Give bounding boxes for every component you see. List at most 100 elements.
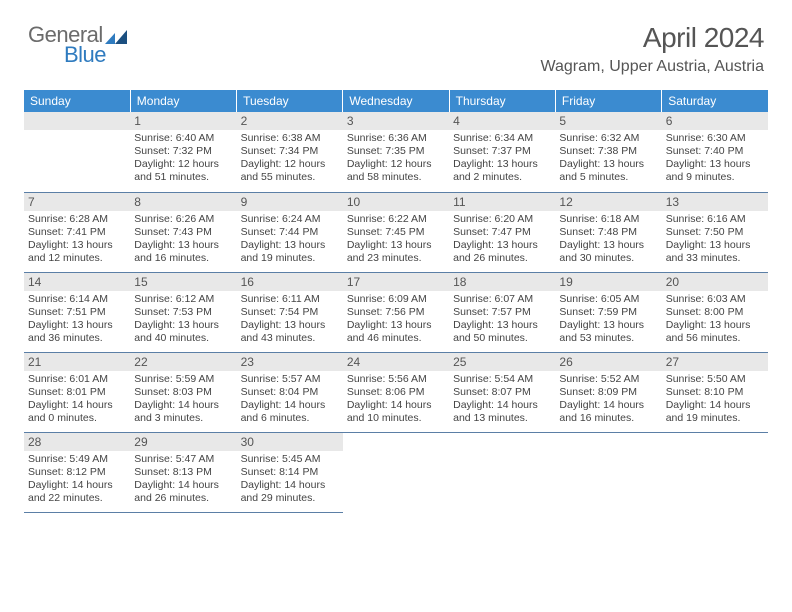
calendar-cell xyxy=(662,432,768,512)
day-number: 14 xyxy=(24,273,130,291)
daylight-text-2: and 26 minutes. xyxy=(453,252,551,265)
daylight-text-2: and 23 minutes. xyxy=(347,252,445,265)
calendar-cell: 24Sunrise: 5:56 AMSunset: 8:06 PMDayligh… xyxy=(343,352,449,432)
calendar-cell: 21Sunrise: 6:01 AMSunset: 8:01 PMDayligh… xyxy=(24,352,130,432)
daylight-text-2: and 12 minutes. xyxy=(28,252,126,265)
sunrise-text: Sunrise: 6:36 AM xyxy=(347,132,445,145)
day-number: 16 xyxy=(237,273,343,291)
sunset-text: Sunset: 8:10 PM xyxy=(666,386,764,399)
daylight-text: Daylight: 14 hours xyxy=(241,399,339,412)
calendar-cell: 1Sunrise: 6:40 AMSunset: 7:32 PMDaylight… xyxy=(130,112,236,192)
daylight-text: Daylight: 14 hours xyxy=(241,479,339,492)
logo-mark-icon xyxy=(105,30,127,49)
day-number: 20 xyxy=(662,273,768,291)
calendar-cell: 14Sunrise: 6:14 AMSunset: 7:51 PMDayligh… xyxy=(24,272,130,352)
daylight-text: Daylight: 13 hours xyxy=(347,319,445,332)
daylight-text: Daylight: 13 hours xyxy=(241,239,339,252)
daylight-text: Daylight: 14 hours xyxy=(134,479,232,492)
daylight-text: Daylight: 14 hours xyxy=(453,399,551,412)
calendar-cell: 15Sunrise: 6:12 AMSunset: 7:53 PMDayligh… xyxy=(130,272,236,352)
sunset-text: Sunset: 7:44 PM xyxy=(241,226,339,239)
day-number: 4 xyxy=(449,112,555,130)
sunset-text: Sunset: 8:13 PM xyxy=(134,466,232,479)
calendar-cell xyxy=(555,432,661,512)
sunset-text: Sunset: 7:54 PM xyxy=(241,306,339,319)
daylight-text-2: and 6 minutes. xyxy=(241,412,339,425)
daylight-text: Daylight: 12 hours xyxy=(347,158,445,171)
calendar-week: 1Sunrise: 6:40 AMSunset: 7:32 PMDaylight… xyxy=(24,112,768,192)
calendar-cell: 26Sunrise: 5:52 AMSunset: 8:09 PMDayligh… xyxy=(555,352,661,432)
sunset-text: Sunset: 7:53 PM xyxy=(134,306,232,319)
sunrise-text: Sunrise: 6:32 AM xyxy=(559,132,657,145)
daylight-text: Daylight: 14 hours xyxy=(28,479,126,492)
day-number: 18 xyxy=(449,273,555,291)
daylight-text-2: and 2 minutes. xyxy=(453,171,551,184)
title-block: April 2024 Wagram, Upper Austria, Austri… xyxy=(541,22,765,76)
month-title: April 2024 xyxy=(541,22,765,54)
sunset-text: Sunset: 7:35 PM xyxy=(347,145,445,158)
sunset-text: Sunset: 7:34 PM xyxy=(241,145,339,158)
sunset-text: Sunset: 8:12 PM xyxy=(28,466,126,479)
sunrise-text: Sunrise: 5:50 AM xyxy=(666,373,764,386)
sunset-text: Sunset: 7:57 PM xyxy=(453,306,551,319)
sunrise-text: Sunrise: 6:40 AM xyxy=(134,132,232,145)
calendar-cell: 20Sunrise: 6:03 AMSunset: 8:00 PMDayligh… xyxy=(662,272,768,352)
sunrise-text: Sunrise: 5:47 AM xyxy=(134,453,232,466)
day-number: 2 xyxy=(237,112,343,130)
daylight-text: Daylight: 14 hours xyxy=(28,399,126,412)
daylight-text-2: and 46 minutes. xyxy=(347,332,445,345)
daylight-text-2: and 56 minutes. xyxy=(666,332,764,345)
daylight-text: Daylight: 13 hours xyxy=(28,319,126,332)
sunset-text: Sunset: 7:38 PM xyxy=(559,145,657,158)
calendar-cell: 16Sunrise: 6:11 AMSunset: 7:54 PMDayligh… xyxy=(237,272,343,352)
sunset-text: Sunset: 7:59 PM xyxy=(559,306,657,319)
daylight-text-2: and 36 minutes. xyxy=(28,332,126,345)
daylight-text-2: and 16 minutes. xyxy=(559,412,657,425)
calendar-cell: 28Sunrise: 5:49 AMSunset: 8:12 PMDayligh… xyxy=(24,432,130,512)
sunset-text: Sunset: 7:48 PM xyxy=(559,226,657,239)
location-text: Wagram, Upper Austria, Austria xyxy=(541,58,765,76)
sunrise-text: Sunrise: 6:01 AM xyxy=(28,373,126,386)
day-number: 19 xyxy=(555,273,661,291)
calendar-cell: 12Sunrise: 6:18 AMSunset: 7:48 PMDayligh… xyxy=(555,192,661,272)
daylight-text: Daylight: 13 hours xyxy=(559,239,657,252)
calendar-cell: 22Sunrise: 5:59 AMSunset: 8:03 PMDayligh… xyxy=(130,352,236,432)
sunset-text: Sunset: 8:09 PM xyxy=(559,386,657,399)
calendar-cell: 29 Sunrise: 5:47 AMSunset: 8:13 PMDayligh… xyxy=(130,432,236,512)
daylight-text-2: and 22 minutes. xyxy=(28,492,126,505)
calendar-cell: 17Sunrise: 6:09 AMSunset: 7:56 PMDayligh… xyxy=(343,272,449,352)
calendar-cell: 3Sunrise: 6:36 AMSunset: 7:35 PMDaylight… xyxy=(343,112,449,192)
daylight-text: Daylight: 13 hours xyxy=(453,158,551,171)
daylight-text-2: and 58 minutes. xyxy=(347,171,445,184)
sunset-text: Sunset: 7:45 PM xyxy=(347,226,445,239)
sunset-text: Sunset: 7:50 PM xyxy=(666,226,764,239)
daylight-text-2: and 9 minutes. xyxy=(666,171,764,184)
day-header: Monday xyxy=(130,90,236,112)
daylight-text: Daylight: 13 hours xyxy=(347,239,445,252)
sunset-text: Sunset: 7:43 PM xyxy=(134,226,232,239)
calendar-cell xyxy=(24,112,130,192)
calendar-cell: 7Sunrise: 6:28 AMSunset: 7:41 PMDaylight… xyxy=(24,192,130,272)
day-header: Sunday xyxy=(24,90,130,112)
daylight-text-2: and 5 minutes. xyxy=(559,171,657,184)
daylight-text: Daylight: 14 hours xyxy=(134,399,232,412)
day-number: 29 xyxy=(130,433,236,451)
day-number: 28 xyxy=(24,433,130,451)
calendar-cell: 30Sunrise: 5:45 AMSunset: 8:14 PMDayligh… xyxy=(237,432,343,512)
day-number: 17 xyxy=(343,273,449,291)
sunrise-text: Sunrise: 6:14 AM xyxy=(28,293,126,306)
daylight-text: Daylight: 13 hours xyxy=(453,239,551,252)
daylight-text: Daylight: 13 hours xyxy=(241,319,339,332)
sunset-text: Sunset: 8:04 PM xyxy=(241,386,339,399)
calendar-cell: 9Sunrise: 6:24 AMSunset: 7:44 PMDaylight… xyxy=(237,192,343,272)
calendar-cell: 4Sunrise: 6:34 AMSunset: 7:37 PMDaylight… xyxy=(449,112,555,192)
sunrise-text: Sunrise: 5:59 AM xyxy=(134,373,232,386)
calendar-cell: 10Sunrise: 6:22 AMSunset: 7:45 PMDayligh… xyxy=(343,192,449,272)
day-number: 13 xyxy=(662,193,768,211)
day-number: 6 xyxy=(662,112,768,130)
daylight-text-2: and 40 minutes. xyxy=(134,332,232,345)
day-number: 11 xyxy=(449,193,555,211)
daylight-text-2: and 30 minutes. xyxy=(559,252,657,265)
day-header: Wednesday xyxy=(343,90,449,112)
daylight-text-2: and 43 minutes. xyxy=(241,332,339,345)
